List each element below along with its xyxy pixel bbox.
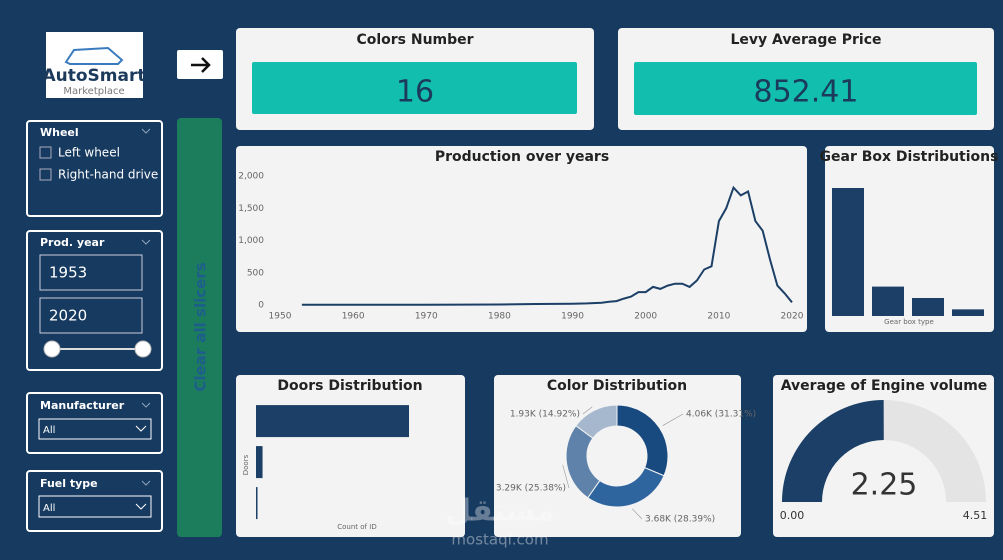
checkbox[interactable]: [39, 168, 52, 181]
logo-tagline: Marketplace: [63, 86, 124, 97]
watermark: مستقل: [445, 494, 555, 529]
data-label: 1.93K (14.92%): [510, 410, 580, 420]
charts: 0 500 1,000 1,500 2,000 1950 1960 1970 1980 1990 2…: [238, 172, 987, 525]
slicer: [26, 470, 163, 532]
year-from[interactable]: 1953: [49, 264, 87, 282]
year-to[interactable]: 2020: [49, 307, 87, 325]
logo-icon: [64, 46, 124, 65]
gauge-value-label: 2.25: [851, 468, 918, 503]
kpi-box: [252, 62, 577, 114]
kpi-value: 16: [396, 75, 434, 110]
gauge-tick-label: 4.51: [963, 509, 988, 522]
chart-title: Average of Engine volume: [781, 378, 988, 394]
clear-button-label[interactable]: Clear all slicers: [192, 262, 210, 391]
chevron: [135, 503, 147, 510]
y-tick-label: 1,500: [238, 204, 264, 214]
slicer-option[interactable]: Left wheel: [58, 146, 120, 160]
checkbox[interactable]: [39, 146, 52, 159]
leader-line: [582, 406, 593, 415]
data-label: 4.06K (31.31%): [686, 410, 756, 420]
chevron: [135, 425, 147, 432]
axis-label: Count of ID: [337, 523, 376, 531]
x-tick-label: 2000: [634, 312, 657, 322]
year-input[interactable]: [39, 297, 143, 334]
chevron[interactable]: [141, 128, 151, 134]
leader-line: [562, 464, 570, 489]
donut-slice: [575, 404, 618, 439]
y-tick-label: 1,000: [238, 236, 264, 246]
line: [301, 185, 793, 306]
chart-card: [236, 375, 465, 537]
bar: [256, 405, 409, 438]
kpi-box: [634, 62, 977, 115]
x-tick-label: 1990: [561, 312, 584, 322]
kpi-value: 852.41: [754, 75, 859, 110]
chevron[interactable]: [141, 480, 151, 486]
x-tick-label: 1980: [488, 312, 511, 322]
bar: [256, 446, 263, 479]
chart-title: Doors Distribution: [277, 378, 422, 394]
chart-card: [494, 375, 741, 537]
data-label: 3.68K (28.39%): [645, 515, 715, 525]
x-tick-label: 2010: [707, 312, 730, 322]
dropdown[interactable]: [38, 418, 152, 440]
chevron[interactable]: [141, 239, 151, 245]
kpi-title: Colors Number: [356, 32, 473, 48]
chart-card: [236, 146, 807, 332]
arrow-icon: [191, 57, 211, 73]
slicer: [26, 120, 163, 217]
kpi-title: Levy Average Price: [731, 32, 882, 48]
chart-title: Gear Box Distributions: [820, 149, 999, 165]
bar: [912, 297, 944, 316]
axis-label: Doors: [242, 454, 250, 475]
bar: [832, 188, 864, 316]
dropdown-value[interactable]: All: [43, 503, 55, 514]
chart-card: [773, 375, 994, 537]
slicer: [26, 392, 163, 454]
slicer-title: Manufacturer: [40, 399, 125, 412]
gauge-tick-label: 0.00: [780, 509, 805, 522]
x-tick-label: 1960: [342, 312, 365, 322]
dropdown-value[interactable]: All: [43, 425, 55, 436]
data-label: 3.29K (25.38%): [496, 484, 566, 494]
chart-card: [825, 146, 994, 332]
chevron[interactable]: [141, 402, 151, 408]
chart-title: Color Distribution: [547, 378, 687, 394]
bar: [256, 487, 258, 520]
slider-handle[interactable]: [43, 340, 61, 358]
year-input[interactable]: [39, 254, 143, 291]
x-tick-label: 1950: [269, 312, 292, 322]
y-tick-label: 2,000: [238, 172, 264, 182]
watermark: mostaql.com: [451, 531, 548, 549]
slicer-title: Prod. year: [40, 236, 105, 249]
bar: [952, 309, 984, 316]
y-tick-label: 0: [258, 301, 264, 311]
leader-line: [662, 413, 684, 426]
bar: [872, 286, 904, 316]
slider-handle[interactable]: [134, 340, 152, 358]
leader-line: [632, 508, 643, 520]
chart-title: Production over years: [435, 149, 609, 165]
x-tick-label: 1970: [415, 312, 438, 322]
clear-button[interactable]: [177, 118, 222, 537]
slicer-title: Wheel: [40, 126, 79, 139]
slicer-option[interactable]: Right-hand drive: [58, 168, 158, 182]
axis-label: Gear box type: [884, 318, 934, 326]
y-tick-label: 500: [247, 268, 264, 278]
logo-name: AutoSmart: [42, 66, 145, 86]
dropdown[interactable]: [38, 495, 152, 518]
slicer: [26, 230, 163, 371]
slicer-title: Fuel type: [40, 477, 98, 490]
gauge-value: [782, 400, 884, 502]
x-tick-label: 2020: [781, 312, 804, 322]
